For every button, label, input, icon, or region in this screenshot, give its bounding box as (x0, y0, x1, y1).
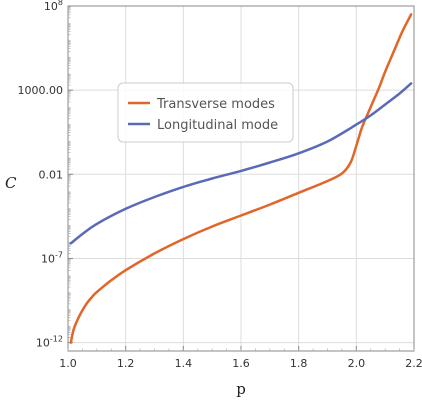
y-tick-label: 10-12 (36, 335, 63, 350)
y-axis-ticks: 108 1000.00 0.01 10-7 10-12 (18, 0, 73, 350)
legend-label-longitudinal: Longitudinal mode (157, 118, 278, 133)
x-tick-label: 2.2 (405, 357, 422, 370)
legend-label-transverse: Transverse modes (156, 97, 275, 112)
y-tick-label: 0.01 (39, 168, 64, 181)
x-tick-label: 2.0 (348, 357, 366, 370)
x-tick-label: 1.0 (59, 357, 77, 370)
series-line-longitudinal-mode (69, 82, 413, 245)
x-tick-label: 1.4 (175, 357, 193, 370)
series-lines (69, 13, 413, 344)
grid (67, 5, 415, 351)
legend: Transverse modes Longitudinal mode (117, 82, 294, 143)
y-axis-label: C (5, 174, 17, 192)
y-tick-label: 108 (44, 0, 63, 13)
x-axis-label: p (236, 380, 246, 398)
x-tick-label: 1.6 (232, 357, 250, 370)
x-axis-ticks: 1.0 1.2 1.4 1.6 1.8 2.0 2.2 (59, 346, 422, 370)
series-line-transverse-modes (69, 13, 413, 344)
x-tick-label: 1.8 (290, 357, 308, 370)
x-tick-label: 1.2 (117, 357, 135, 370)
y-tick-label: 1000.00 (18, 84, 64, 97)
y-tick-label: 10-7 (41, 250, 63, 265)
legend-box (117, 82, 294, 143)
